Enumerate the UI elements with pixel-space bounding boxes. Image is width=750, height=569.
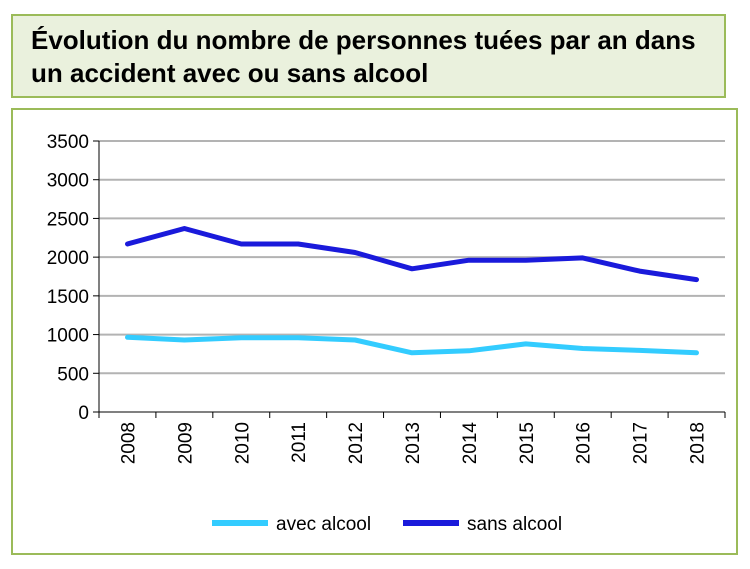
- legend-label-avec-alcool: avec alcool: [276, 514, 371, 535]
- x-tick-label-2016: 2016: [574, 422, 595, 464]
- x-tick-label-2011: 2011: [289, 422, 310, 463]
- y-tick-label-3500: 3500: [47, 132, 89, 153]
- y-tick-label-500: 500: [57, 364, 89, 385]
- x-tick-label-2015: 2015: [517, 422, 538, 464]
- x-tick-label-2018: 2018: [688, 422, 709, 464]
- series-line-sans-alcool: [125, 226, 699, 283]
- x-tick-label-2014: 2014: [460, 422, 481, 465]
- y-tick-label-1000: 1000: [47, 326, 89, 347]
- chart-title-box: Évolution du nombre de personnes tuées p…: [11, 14, 726, 98]
- x-tick-label-2009: 2009: [175, 422, 196, 464]
- series-line-avec-alcool: [125, 334, 699, 356]
- y-tick-label-2500: 2500: [47, 209, 89, 230]
- y-tick-label-2000: 2000: [47, 248, 89, 269]
- chart-panel: [11, 108, 738, 555]
- x-tick-label-2010: 2010: [232, 422, 253, 464]
- chart-title: Évolution du nombre de personnes tuées p…: [31, 25, 696, 88]
- y-tick-label-1500: 1500: [47, 287, 89, 308]
- x-tick-label-2013: 2013: [403, 422, 424, 464]
- y-tick-label-0: 0: [78, 403, 89, 424]
- x-tick-label-2012: 2012: [346, 422, 367, 464]
- y-tick-label-3000: 3000: [47, 171, 89, 192]
- x-tick-label-2017: 2017: [631, 422, 652, 464]
- x-tick-label-2008: 2008: [118, 422, 139, 464]
- legend-label-sans-alcool: sans alcool: [467, 514, 562, 535]
